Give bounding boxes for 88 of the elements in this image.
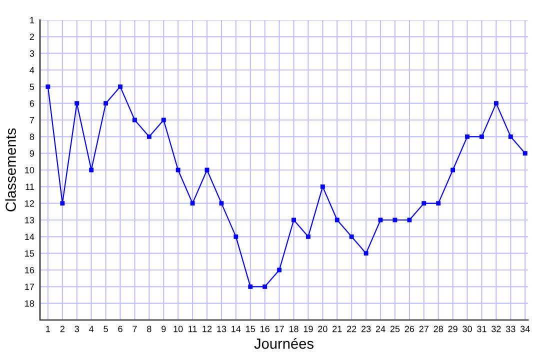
x-tick-label: 3 — [74, 326, 79, 332]
point — [146, 134, 152, 139]
point — [407, 218, 412, 222]
x-tick-label: 9 — [162, 326, 166, 332]
x-tick-label: 13 — [217, 326, 226, 332]
point — [378, 218, 383, 222]
x-tick-label: 8 — [147, 326, 152, 332]
point — [248, 284, 253, 289]
x-tick-label: 27 — [419, 326, 428, 332]
point — [104, 101, 108, 106]
x-tick-label: 24 — [376, 326, 386, 332]
y-tick-label: 13 — [25, 216, 34, 224]
y-axis-title: Classements — [5, 128, 16, 212]
point — [60, 201, 65, 206]
point — [334, 218, 340, 222]
x-tick-label: 29 — [448, 326, 458, 332]
point — [349, 234, 354, 239]
point — [262, 284, 268, 289]
x-tick-label: 16 — [260, 326, 270, 332]
y-tick-label: 9 — [30, 150, 34, 157]
point — [450, 168, 456, 172]
x-axis-title: Journées — [254, 338, 314, 349]
x-tick-label: 22 — [347, 326, 356, 332]
x-tick-label: 20 — [318, 326, 328, 332]
point — [436, 201, 441, 206]
y-tick-label: 4 — [30, 67, 34, 74]
y-tick-label: 10 — [25, 166, 34, 174]
x-tick-label: 6 — [118, 326, 122, 332]
x-tick-label: 32 — [492, 326, 501, 332]
point — [74, 101, 80, 106]
x-tick-label: 23 — [361, 326, 371, 332]
y-tick-label: 3 — [30, 50, 34, 57]
point — [219, 201, 224, 206]
x-tick-label: 31 — [477, 326, 486, 332]
point — [392, 218, 398, 222]
point — [494, 101, 498, 106]
point — [190, 201, 195, 206]
x-tick-label: 28 — [434, 326, 443, 332]
y-tick-label: 6 — [30, 100, 34, 107]
y-tick-label: 12 — [25, 200, 34, 207]
x-tick-label: 26 — [404, 326, 414, 332]
point — [176, 168, 180, 172]
x-tick-label: 25 — [390, 326, 400, 332]
point — [508, 134, 513, 139]
x-tick-label: 5 — [104, 326, 108, 332]
point — [204, 168, 210, 172]
y-tick-label: 8 — [30, 134, 34, 140]
x-tick-label: 17 — [274, 326, 284, 332]
point — [522, 151, 528, 156]
x-tick-label: 11 — [188, 326, 197, 332]
point — [465, 134, 470, 139]
y-tick-label: 16 — [25, 266, 34, 274]
y-tick-label: 14 — [25, 234, 34, 240]
x-tick-label: 10 — [174, 326, 183, 332]
point — [46, 84, 50, 89]
x-tick-label: 19 — [304, 326, 313, 332]
y-tick-label: 5 — [30, 84, 34, 90]
x-tick-label: 30 — [462, 326, 472, 332]
point — [277, 268, 282, 272]
x-tick-label: 15 — [246, 326, 256, 332]
x-tick-label: 18 — [289, 326, 298, 332]
x-tick-label: 12 — [202, 326, 212, 332]
point — [292, 218, 296, 222]
y-tick-label: 1 — [30, 17, 34, 24]
point — [306, 234, 310, 239]
y-tick-label: 2 — [30, 34, 34, 40]
x-tick-label: 2 — [60, 326, 64, 332]
point — [89, 168, 94, 172]
y-tick-label: 11 — [26, 184, 34, 190]
point — [480, 134, 484, 139]
x-tick-label: 4 — [89, 326, 94, 332]
y-tick-label: 17 — [25, 284, 34, 290]
x-tick-label: 33 — [506, 326, 516, 332]
point — [118, 84, 122, 89]
y-tick-label: 7 — [30, 117, 34, 124]
x-tick-label: 7 — [132, 326, 137, 332]
point — [320, 184, 325, 189]
point — [364, 251, 368, 256]
y-tick-label: 15 — [25, 250, 34, 257]
point — [161, 118, 166, 122]
x-tick-label: 1 — [46, 326, 50, 332]
point — [422, 201, 426, 206]
x-tick-label: 34 — [520, 326, 530, 332]
point — [132, 118, 137, 122]
x-tick-label: 21 — [332, 326, 342, 332]
point — [234, 234, 238, 239]
x-tick-label: 14 — [232, 326, 241, 332]
y-tick-label: 18 — [25, 300, 34, 307]
